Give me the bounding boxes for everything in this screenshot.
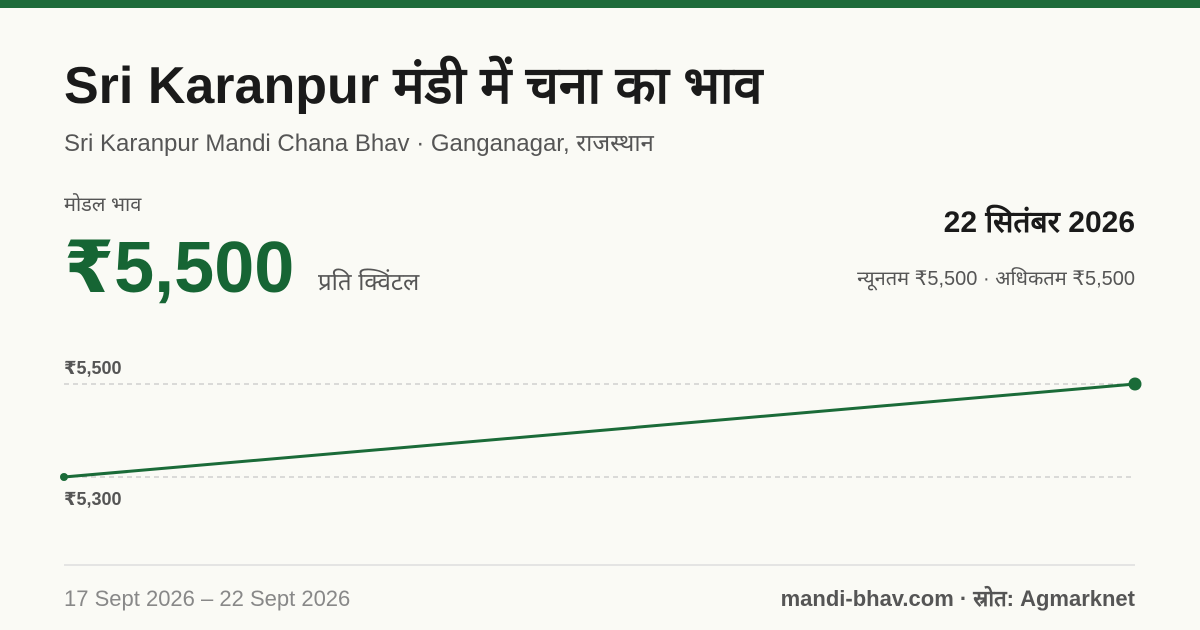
- subtitle: Sri Karanpur Mandi Chana Bhav · Ganganag…: [64, 130, 655, 157]
- y-tick-label: ₹5,300: [64, 489, 122, 509]
- source: mandi-bhav.com · स्रोत: Agmarknet: [781, 585, 1136, 611]
- date-range: 17 Sept 2026 – 22 Sept 2026: [64, 586, 350, 611]
- y-tick-label: ₹5,500: [64, 358, 122, 378]
- line: [63, 382, 1136, 479]
- price-unit: प्रति क्विंटल: [318, 268, 420, 296]
- title: Sri Karanpur मंडी में चना का भाव: [64, 55, 764, 115]
- point: [1128, 377, 1142, 391]
- start-date: 17 Sept 2026: [64, 586, 195, 611]
- top-bar: [0, 0, 1200, 8]
- price-date: 22 सितंबर 2026: [944, 204, 1135, 239]
- point: [60, 473, 68, 481]
- price-value: ₹5,500: [64, 228, 294, 308]
- price-label: मोडल भाव: [64, 193, 142, 216]
- price-min-max: न्यूनतम ₹5,500 · अधिकतम ₹5,500: [857, 267, 1135, 291]
- end-date: 22 Sept 2026: [219, 586, 350, 611]
- separator: –: [195, 586, 219, 611]
